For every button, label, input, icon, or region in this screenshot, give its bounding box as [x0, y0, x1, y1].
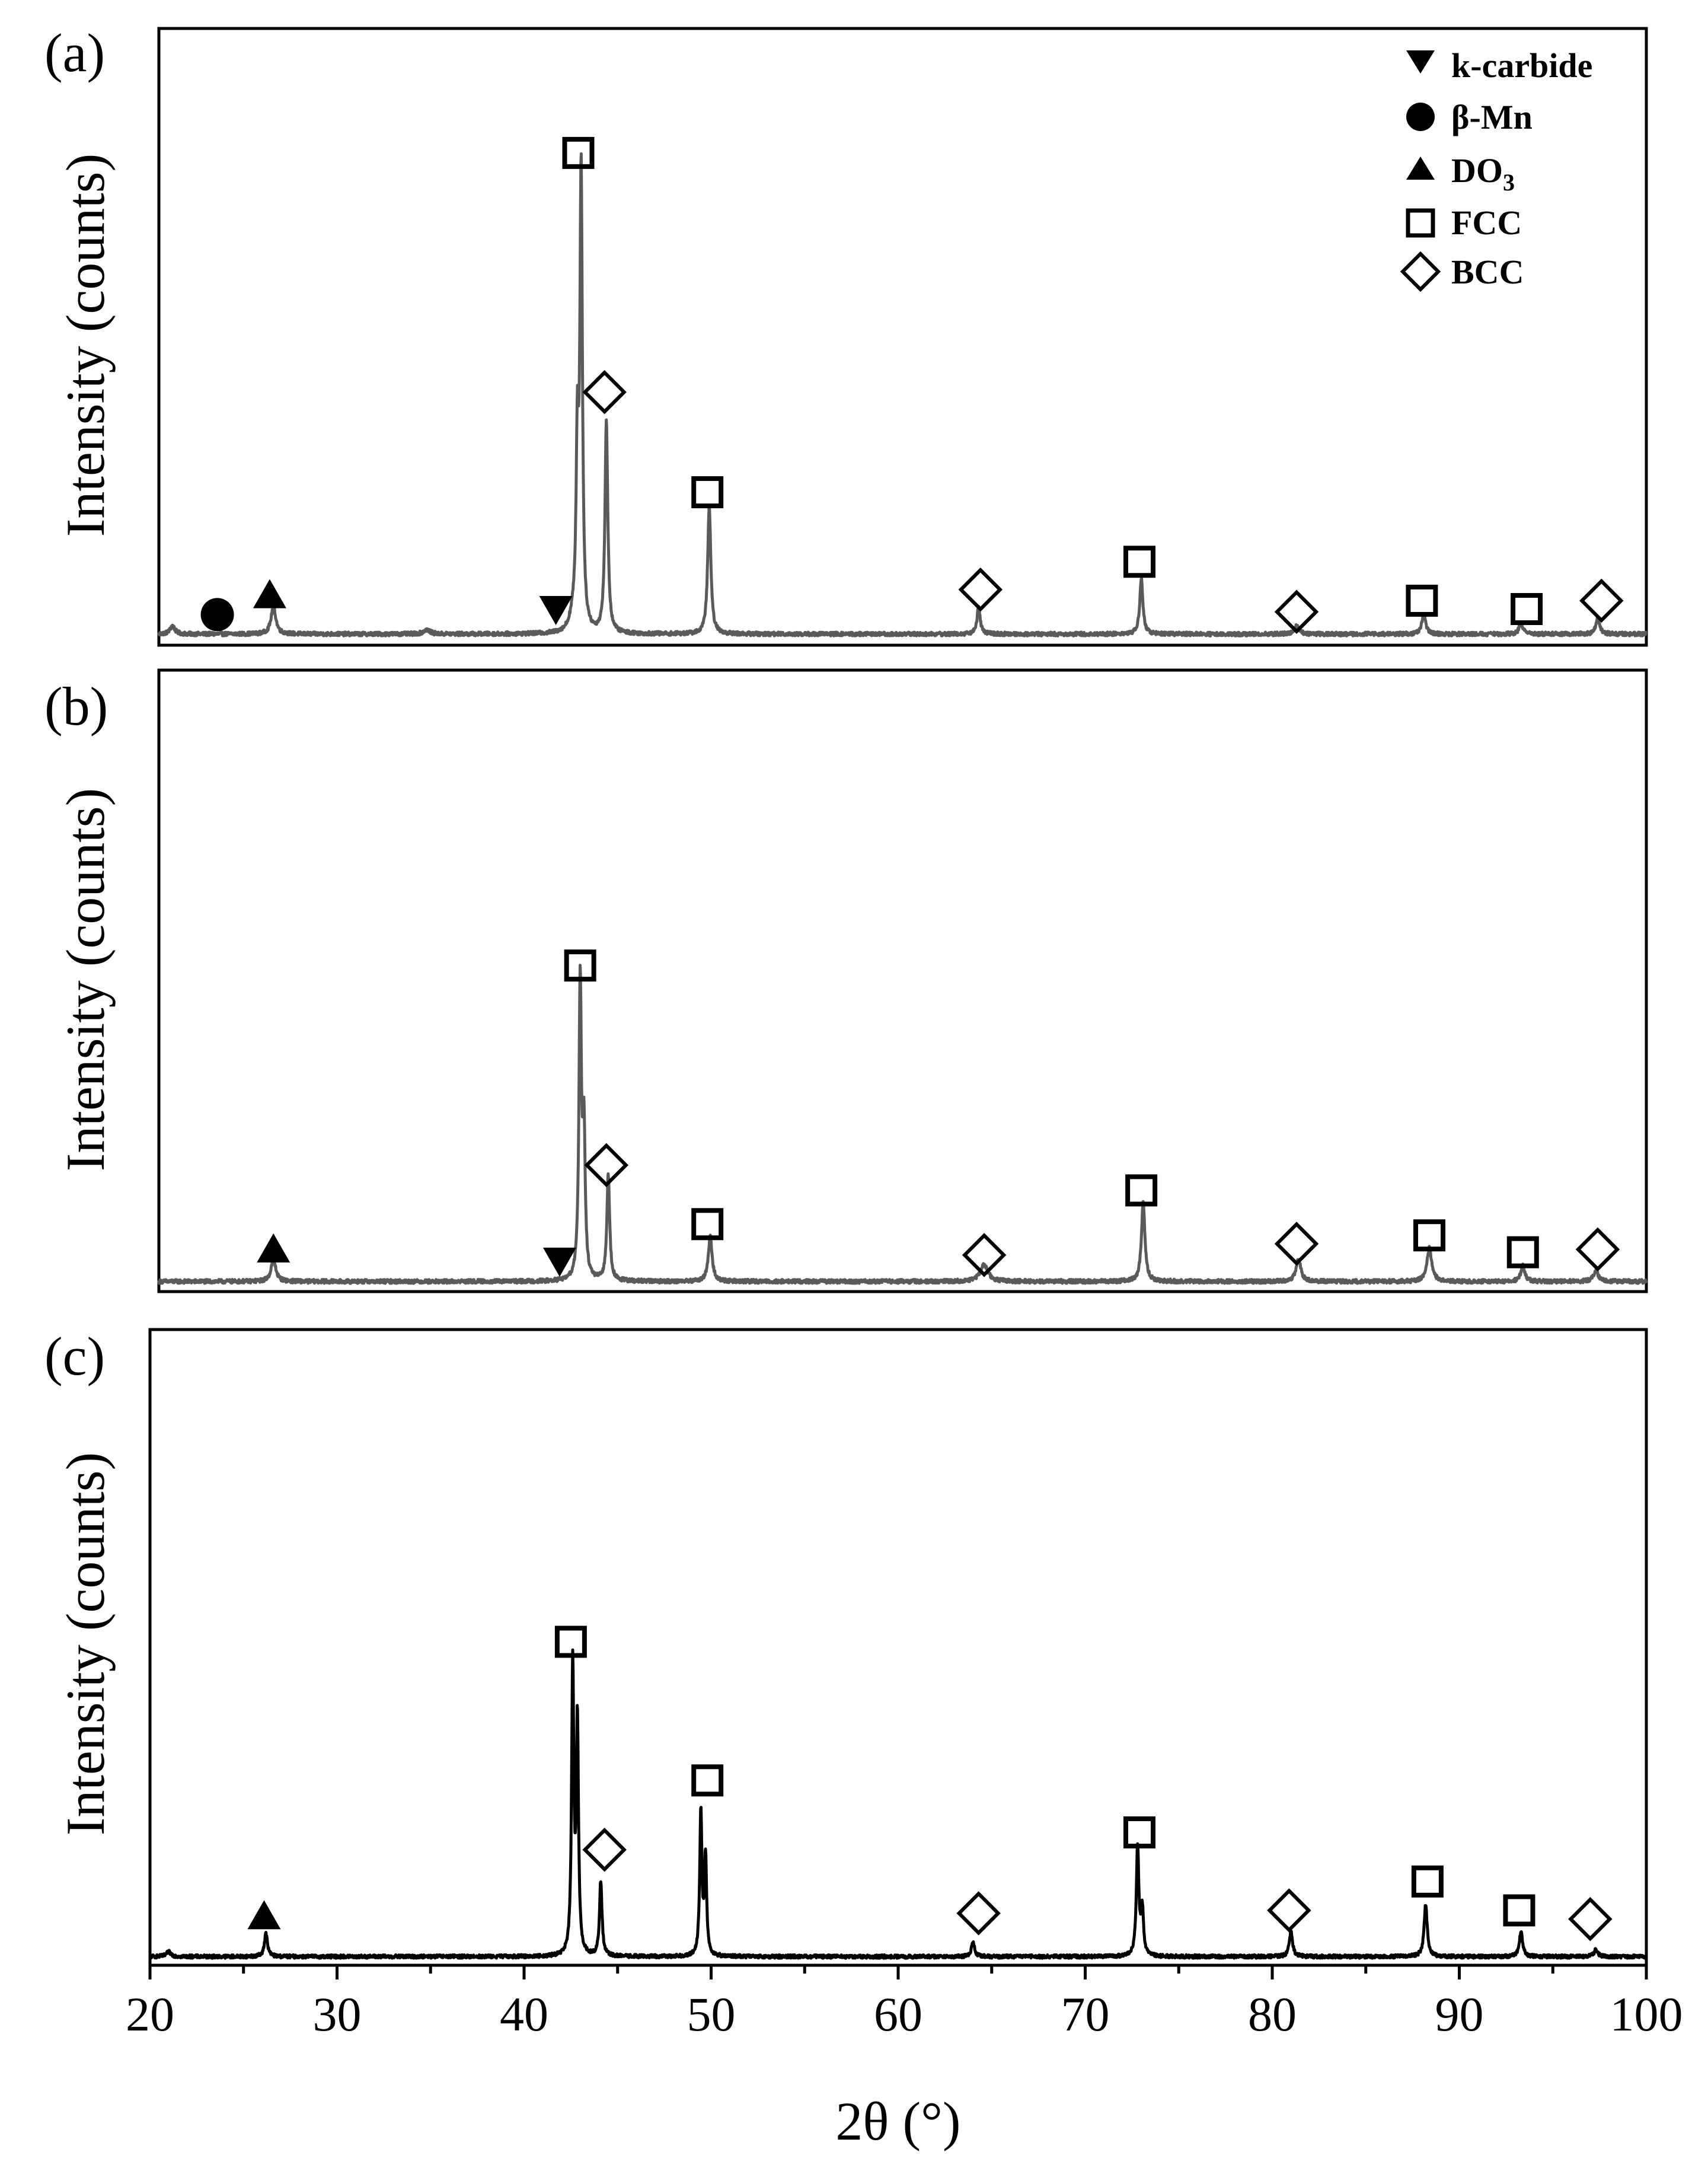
legend-k-carbide-marker: [1406, 50, 1435, 74]
phase-marker-bcc-diamond: [962, 1233, 1007, 1277]
phase-marker-do3-up-triangle: [253, 579, 286, 608]
legend-do3-marker: [1406, 157, 1435, 180]
phase-marker-bcc-diamond: [1267, 1888, 1311, 1933]
legend-bcc-label: BCC: [1451, 253, 1524, 291]
phase-marker-fcc-square: [691, 1208, 724, 1241]
legend-item-do3: DO3: [1406, 151, 1515, 196]
panel-c-y-axis-label: Intensity (counts): [55, 1452, 116, 1835]
panel-c-series: [149, 1648, 1648, 1960]
phase-marker-bcc-diamond: [1274, 589, 1319, 634]
phase-marker-fcc-square: [1413, 1219, 1446, 1252]
panel-b-y-axis-label: Intensity (counts): [55, 788, 116, 1171]
legend-item-k-carbide: k-carbide: [1406, 46, 1592, 85]
phase-marker-k-carbide-down-triangle: [539, 596, 573, 626]
legend-item-fcc: FCC: [1406, 203, 1522, 242]
x-axis-label: 2θ (°): [835, 2091, 960, 2151]
legend-fcc-marker: [1406, 208, 1435, 238]
phase-marker-fcc-square: [564, 949, 596, 982]
panel-c-label: (c): [44, 1326, 105, 1386]
phase-marker-fcc-square: [562, 136, 595, 169]
panel-b: (b) Intensity (counts): [44, 668, 1648, 1293]
phase-marker-bcc-diamond: [1575, 1227, 1620, 1272]
panel-a-series: [157, 152, 1648, 637]
phase-marker-do3-up-triangle: [247, 1900, 281, 1930]
phase-marker-fcc-square: [691, 1764, 724, 1797]
phase-marker--mn-circle: [200, 598, 234, 632]
phase-marker-fcc-square: [554, 1625, 587, 1658]
xrd-pattern-line-a: [157, 152, 1648, 637]
phase-marker-fcc-square: [1506, 1236, 1539, 1268]
xrd-pattern-line-c: [149, 1648, 1648, 1960]
legend-item-bcc: BCC: [1400, 251, 1524, 292]
panel-a-label: (a): [44, 23, 105, 83]
panel-b-frame: [157, 668, 1648, 1293]
phase-marker-bcc-diamond: [958, 567, 1003, 612]
x-tick-label: 20: [126, 1987, 174, 2041]
phase-marker-do3-up-triangle: [257, 1233, 290, 1263]
phase-marker-fcc-square: [1123, 546, 1155, 578]
phase-marker-fcc-square: [1406, 584, 1438, 617]
legend-bcc-marker: [1400, 251, 1441, 292]
phase-marker-k-carbide-down-triangle: [542, 1247, 576, 1277]
panel-b-series: [157, 964, 1648, 1285]
panel-b-phase-markers: [257, 949, 1620, 1277]
phase-marker-fcc-square: [1511, 593, 1543, 626]
x-axis-ticks: 20 30 40 50 60 70 80 90 100: [126, 1965, 1683, 2041]
legend-k-carbide-label: k-carbide: [1451, 46, 1592, 85]
panel-c-phase-markers: [247, 1625, 1613, 1942]
x-tick-label: 40: [500, 1987, 548, 2041]
phase-marker-fcc-square: [1411, 1865, 1444, 1898]
panel-a-frame: [157, 27, 1648, 647]
phase-marker-fcc-square: [1123, 1816, 1155, 1848]
panel-a-y-axis-label: Intensity (counts): [55, 154, 116, 537]
phase-marker-bcc-diamond: [582, 1827, 627, 1872]
x-tick-label: 60: [874, 1987, 922, 2041]
phase-marker-fcc-square: [1125, 1174, 1158, 1207]
phase-marker-bcc-diamond: [584, 1143, 629, 1187]
panel-a: (a) Intensity (counts) k-carbide β-Mn DO…: [44, 23, 1648, 647]
x-axis: 20 30 40 50 60 70 80 90 100 2θ (°): [126, 1965, 1683, 2151]
x-tick-label: 90: [1435, 1987, 1484, 2041]
legend-do3-label: DO3: [1451, 151, 1515, 196]
xrd-pattern-line-b: [157, 964, 1648, 1285]
panel-b-label: (b): [44, 676, 108, 737]
x-tick-label: 30: [313, 1987, 362, 2041]
phase-marker-bcc-diamond: [956, 1891, 1001, 1936]
legend-item-beta-mn: β-Mn: [1406, 98, 1533, 136]
x-tick-label: 100: [1610, 1987, 1683, 2041]
phase-marker-fcc-square: [1503, 1894, 1535, 1927]
x-tick-label: 80: [1248, 1987, 1297, 2041]
panel-c: (c) Intensity (counts): [44, 1326, 1648, 1967]
legend-fcc-label: FCC: [1451, 203, 1522, 242]
legend-beta-mn-label: β-Mn: [1451, 98, 1533, 136]
panel-a-phase-markers: [200, 136, 1624, 634]
phase-marker-bcc-diamond: [582, 369, 627, 415]
legend: k-carbide β-Mn DO3 FCC BCC: [1400, 46, 1592, 292]
phase-marker-fcc-square: [691, 476, 724, 509]
phase-marker-bcc-diamond: [1579, 578, 1624, 623]
phase-marker-bcc-diamond: [1568, 1896, 1613, 1942]
phase-marker-bcc-diamond: [1274, 1222, 1319, 1266]
legend-beta-mn-marker: [1406, 103, 1435, 131]
x-tick-label: 50: [687, 1987, 736, 2041]
x-tick-label: 70: [1061, 1987, 1110, 2041]
